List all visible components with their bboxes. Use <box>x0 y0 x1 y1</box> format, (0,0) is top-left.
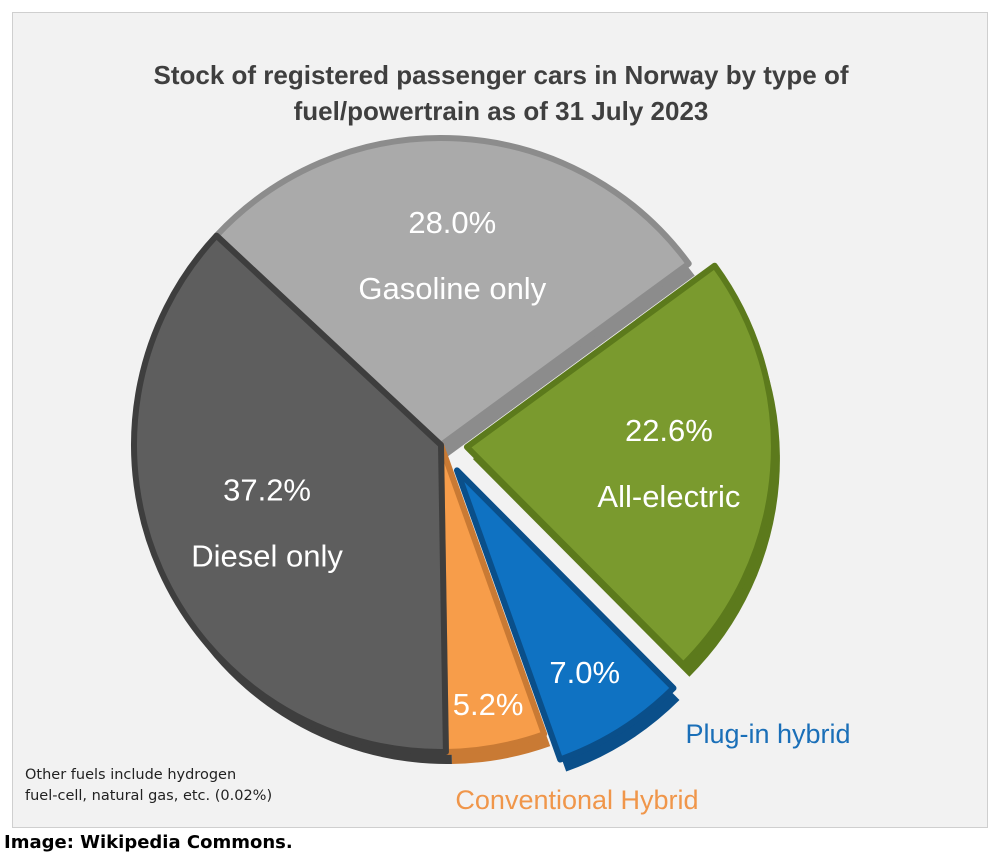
note-line-2: fuel-cell, natural gas, etc. (0.02%) <box>25 788 273 804</box>
other-fuels-note: Other fuels include hydrogen fuel-cell, … <box>25 765 325 807</box>
chart-title-line-1: Stock of registered passenger cars in No… <box>153 60 849 90</box>
slice-name-all-electric: All-electric <box>597 479 740 514</box>
slice-value-conventional-hybrid: 5.2% <box>453 687 524 722</box>
slice-value-diesel-only: 37.2% <box>223 472 311 507</box>
outer-label-plug-in-hybrid: Plug-in hybrid <box>685 719 850 749</box>
note-line-1: Other fuels include hydrogen <box>25 767 237 783</box>
slice-diesel-only <box>131 232 449 755</box>
slice-plug-in-hybrid <box>454 467 677 763</box>
chart-frame: Stock of registered passenger cars in No… <box>12 12 988 828</box>
outer-label-conventional-hybrid: Conventional Hybrid <box>455 785 698 815</box>
slice-name-diesel-only: Diesel only <box>191 538 343 573</box>
slice-value-all-electric: 22.6% <box>625 413 713 448</box>
slice-all-electric <box>463 262 777 668</box>
slice-name-gasoline-only: Gasoline only <box>358 271 546 306</box>
slice-gasoline-only <box>213 135 692 448</box>
image-credit: Image: Wikipedia Commons. <box>4 832 293 853</box>
pie-chart: 28.0% Gasoline only 22.6% All-electric 7.0% 5… <box>131 135 851 815</box>
slice-value-plug-in-hybrid: 7.0% <box>549 655 620 690</box>
slice-value-gasoline-only: 28.0% <box>408 205 496 240</box>
chart-title: Stock of registered passenger cars in No… <box>13 57 989 129</box>
chart-title-line-2: fuel/powertrain as of 31 July 2023 <box>293 96 709 126</box>
